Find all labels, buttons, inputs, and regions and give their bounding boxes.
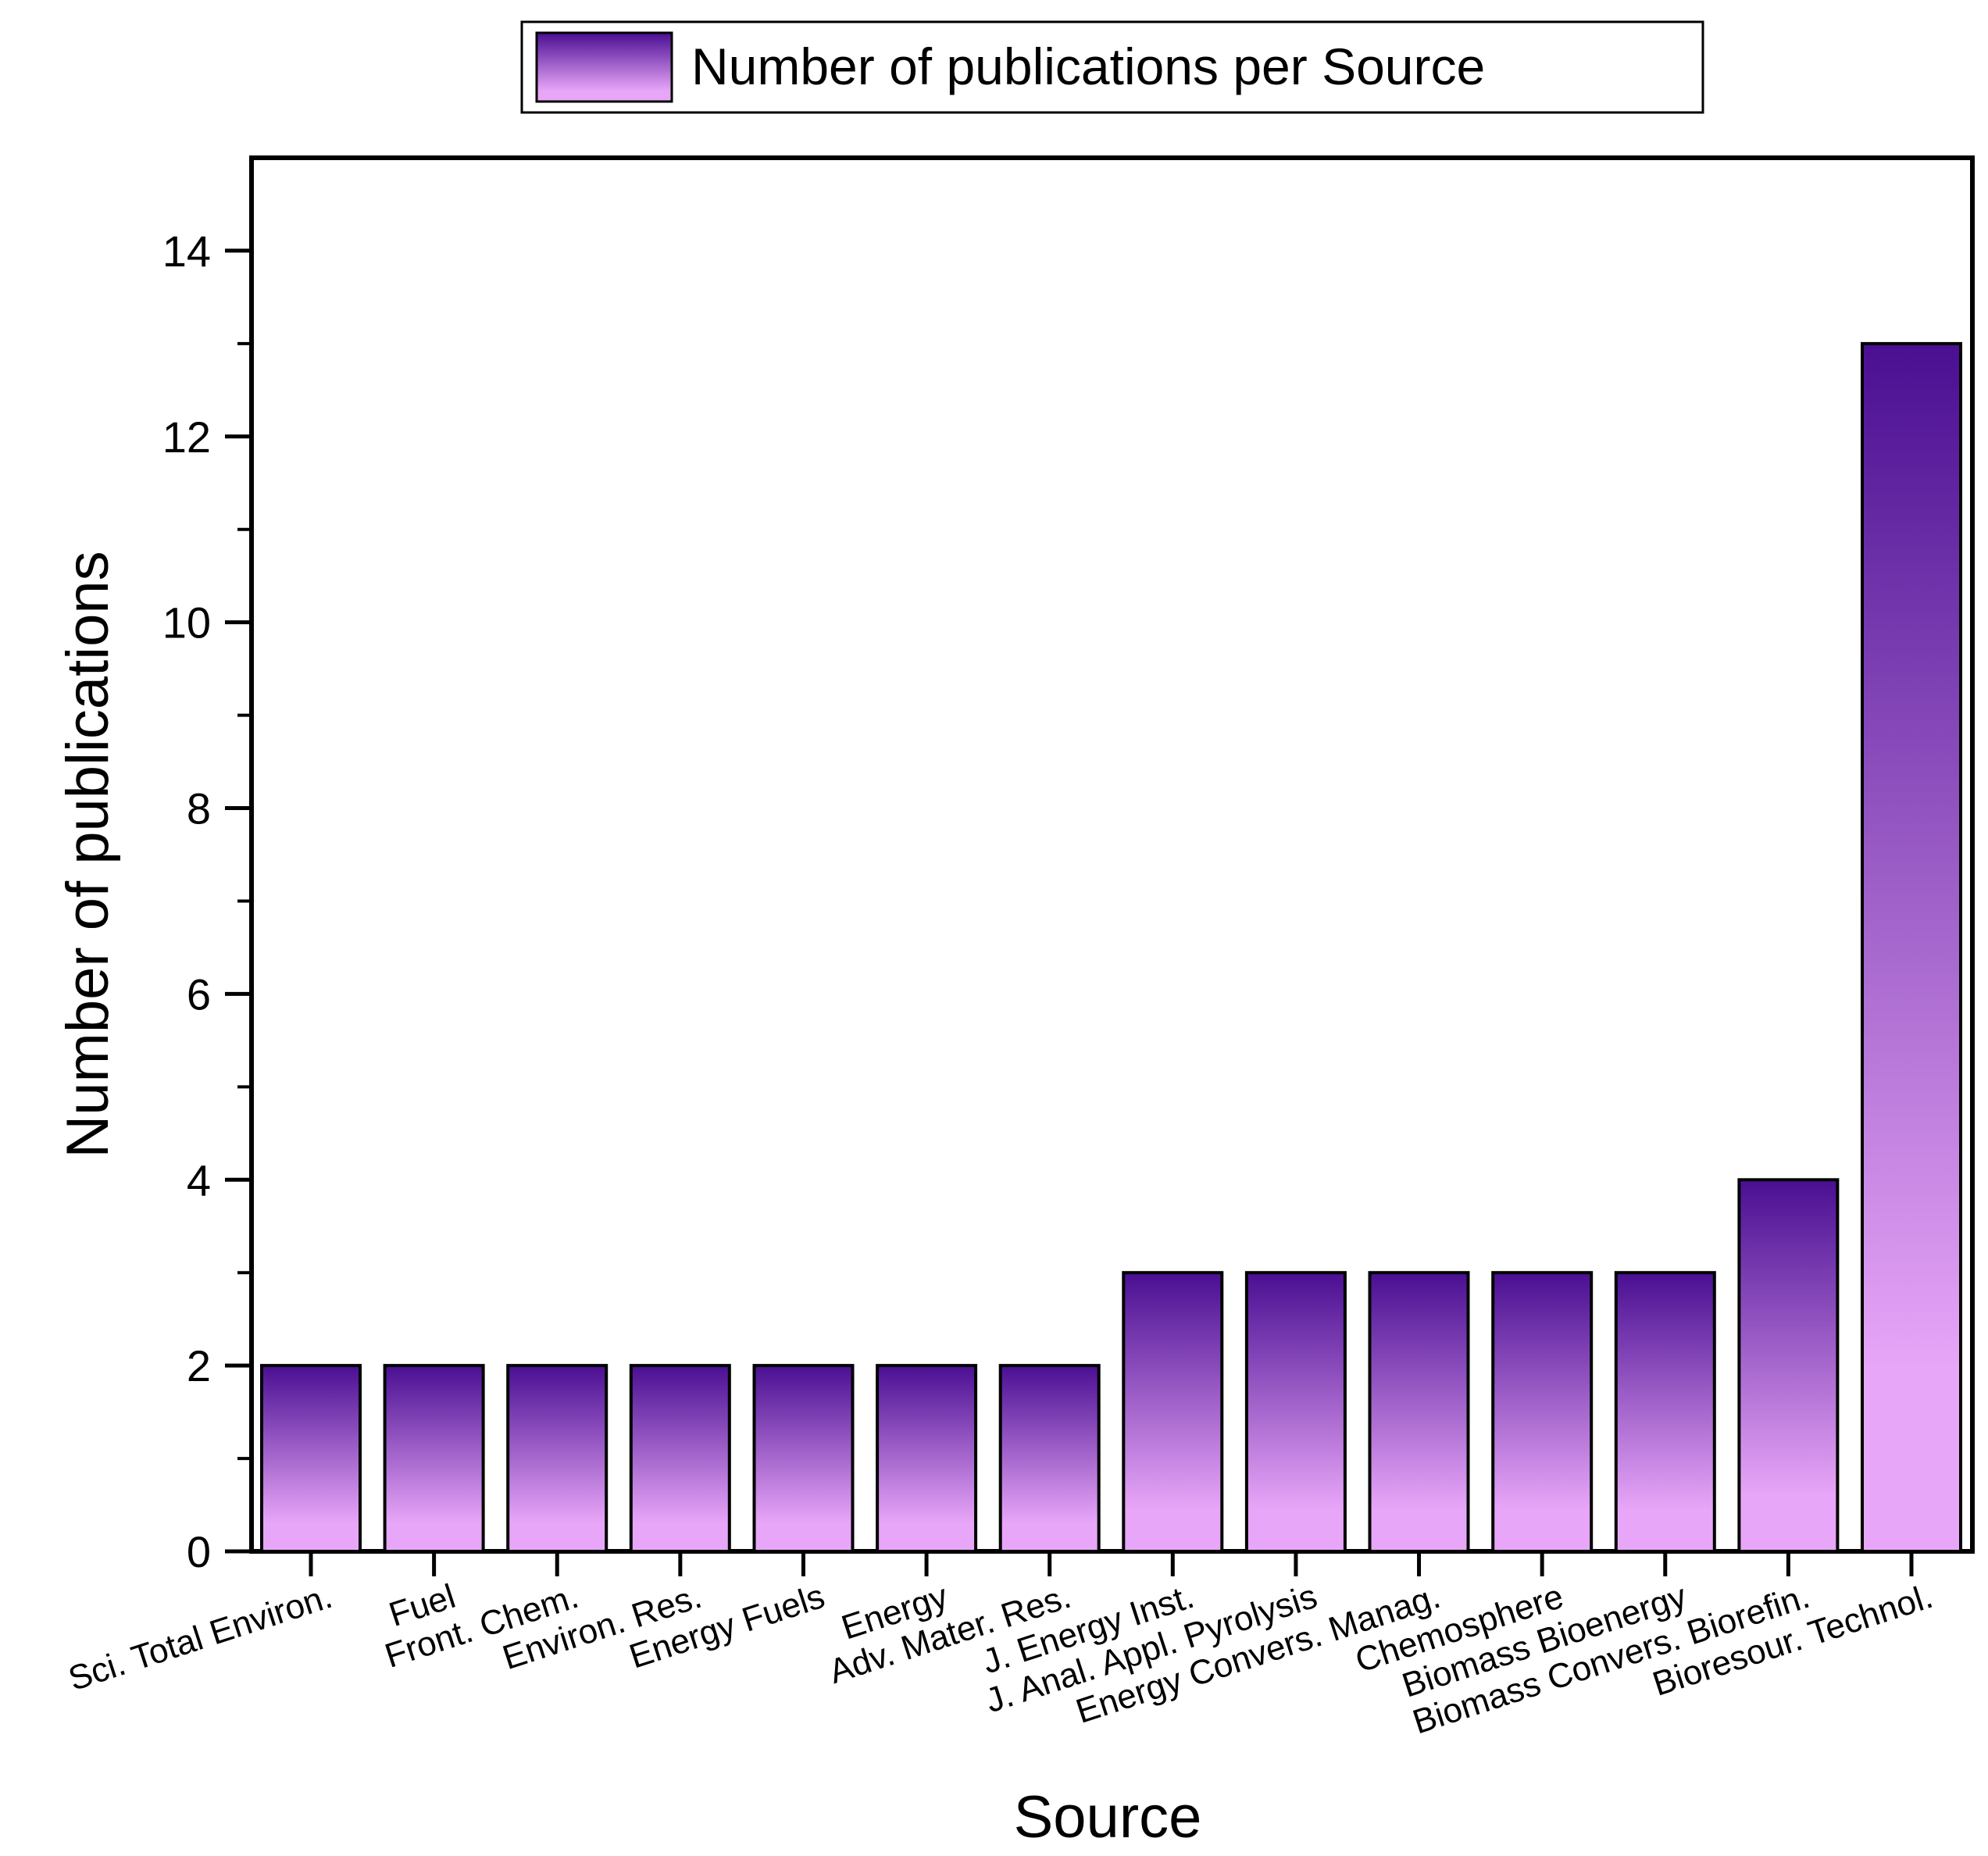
- y-tick-label: 8: [187, 784, 211, 833]
- y-tick-label: 0: [187, 1527, 211, 1576]
- legend-label: Number of publications per Source: [691, 37, 1485, 95]
- y-tick-label: 14: [162, 227, 211, 276]
- plot-frame: [249, 155, 1975, 1554]
- x-category-label: Sci. Total Environ.: [64, 1577, 337, 1698]
- bar: [506, 1364, 609, 1553]
- bar: [1861, 341, 1962, 1553]
- bar: [1244, 1271, 1347, 1553]
- bars: [260, 341, 1962, 1554]
- bar: [1368, 1271, 1470, 1553]
- bar: [383, 1364, 485, 1553]
- y-tick-label: 4: [187, 1155, 211, 1205]
- y-tick-label: 12: [162, 412, 211, 462]
- bar: [1122, 1271, 1224, 1553]
- legend-swatch: [535, 31, 673, 103]
- legend: Number of publications per Source: [520, 20, 1704, 114]
- x-axis-title: Source: [1014, 1784, 1202, 1851]
- y-tick-label: 6: [187, 969, 211, 1019]
- y-axis-title: Number of publications: [55, 551, 121, 1158]
- y-tick-label: 2: [187, 1341, 211, 1390]
- bar: [1614, 1271, 1716, 1553]
- y-tick-label: 10: [162, 598, 211, 648]
- legend-box: [520, 20, 1704, 114]
- bar: [629, 1364, 731, 1553]
- y-axis: 0 2 4 6 8 10 12 14: [162, 227, 252, 1576]
- bar: [876, 1364, 978, 1553]
- bar: [1491, 1271, 1594, 1553]
- bar: [998, 1364, 1101, 1553]
- bar: [752, 1364, 855, 1553]
- bar: [1737, 1178, 1840, 1554]
- bar: [260, 1364, 362, 1553]
